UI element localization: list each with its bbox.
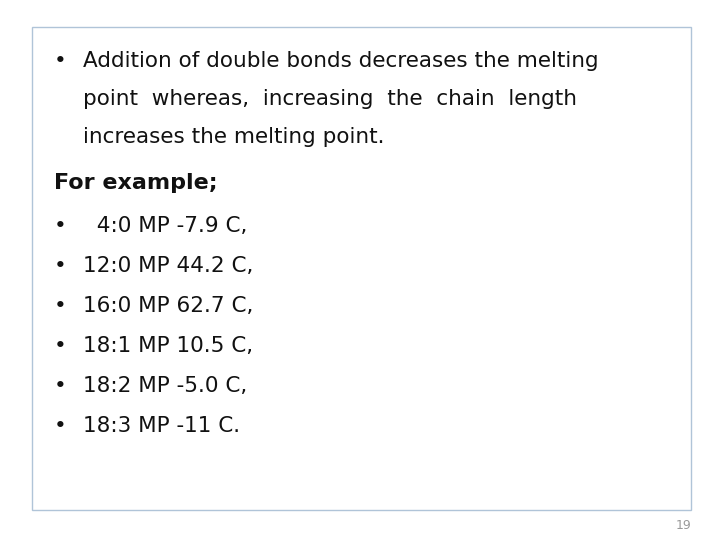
Text: For example;: For example;	[54, 173, 217, 193]
Text: point  whereas,  increasing  the  chain  length: point whereas, increasing the chain leng…	[83, 89, 577, 109]
Text: •: •	[54, 336, 67, 356]
Text: 18:1 MP 10.5 C,: 18:1 MP 10.5 C,	[83, 336, 253, 356]
Text: 12:0 MP 44.2 C,: 12:0 MP 44.2 C,	[83, 256, 253, 276]
Text: •: •	[54, 216, 67, 236]
Text: 16:0 MP 62.7 C,: 16:0 MP 62.7 C,	[83, 296, 253, 316]
FancyBboxPatch shape	[32, 27, 691, 510]
Text: 18:2 MP -5.0 C,: 18:2 MP -5.0 C,	[83, 376, 247, 396]
Text: •: •	[54, 296, 67, 316]
Text: •: •	[54, 256, 67, 276]
Text: •: •	[54, 416, 67, 436]
Text: •: •	[54, 51, 67, 71]
Text: Addition of double bonds decreases the melting: Addition of double bonds decreases the m…	[83, 51, 598, 71]
Text: •: •	[54, 376, 67, 396]
Text: 4:0 MP -7.9 C,: 4:0 MP -7.9 C,	[83, 216, 247, 236]
Text: 19: 19	[675, 519, 691, 532]
Text: 18:3 MP -11 C.: 18:3 MP -11 C.	[83, 416, 240, 436]
Text: increases the melting point.: increases the melting point.	[83, 127, 384, 147]
